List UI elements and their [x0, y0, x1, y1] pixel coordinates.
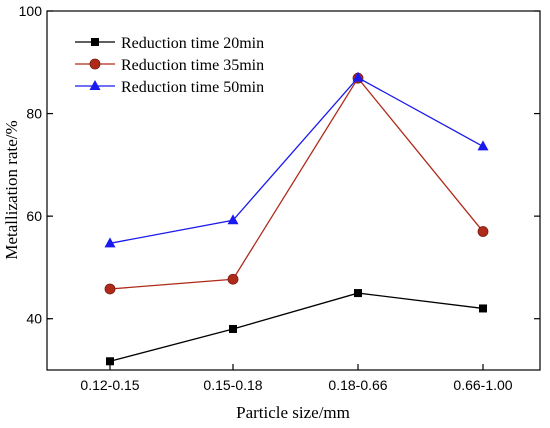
data-point: [352, 71, 364, 82]
y-tick-label: 80: [26, 106, 42, 122]
data-point: [227, 214, 239, 225]
data-point: [354, 289, 362, 298]
plot-frame: [46, 10, 541, 371]
y-tick-label: 60: [26, 208, 42, 224]
x-tick-label: 0.12-0.15: [80, 377, 139, 393]
x-tick-label: 0.18-0.66: [328, 377, 387, 393]
data-point: [229, 324, 237, 333]
data-point: [479, 304, 487, 313]
series-line: [109, 76, 484, 244]
data-point: [104, 237, 116, 248]
series-2: [104, 72, 489, 295]
legend-label: Reduction time 20min: [121, 35, 264, 52]
legend: Reduction time 20min Reduction time 35min…: [75, 35, 264, 96]
y-axis: 40 60 80 100: [19, 3, 540, 327]
data-point: [227, 273, 239, 285]
series-line: [109, 292, 484, 362]
x-tick-label: 0.15-0.18: [203, 377, 262, 393]
data-point: [477, 140, 489, 151]
series-1: [106, 289, 487, 366]
legend-label: Reduction time 50min: [121, 79, 264, 96]
data-point: [106, 357, 114, 366]
x-axis-label: Particle size/mm: [236, 403, 350, 422]
legend-label: Reduction time 35min: [121, 57, 264, 74]
legend-marker: [89, 80, 101, 90]
y-axis-label: Metallization rate/%: [2, 120, 21, 259]
data-point: [104, 283, 116, 295]
series-line: [109, 77, 484, 290]
y-tick-label: 100: [19, 3, 43, 19]
legend-marker: [89, 58, 101, 70]
legend-marker: [91, 38, 99, 46]
series-3: [104, 71, 489, 248]
y-tick-label: 40: [26, 311, 42, 327]
data-point: [477, 226, 489, 237]
x-tick-label: 0.66-1.00: [453, 377, 512, 393]
series-layer: [104, 71, 489, 366]
x-axis: 0.12-0.15 0.15-0.18 0.18-0.66 0.66-1.00: [80, 364, 513, 393]
